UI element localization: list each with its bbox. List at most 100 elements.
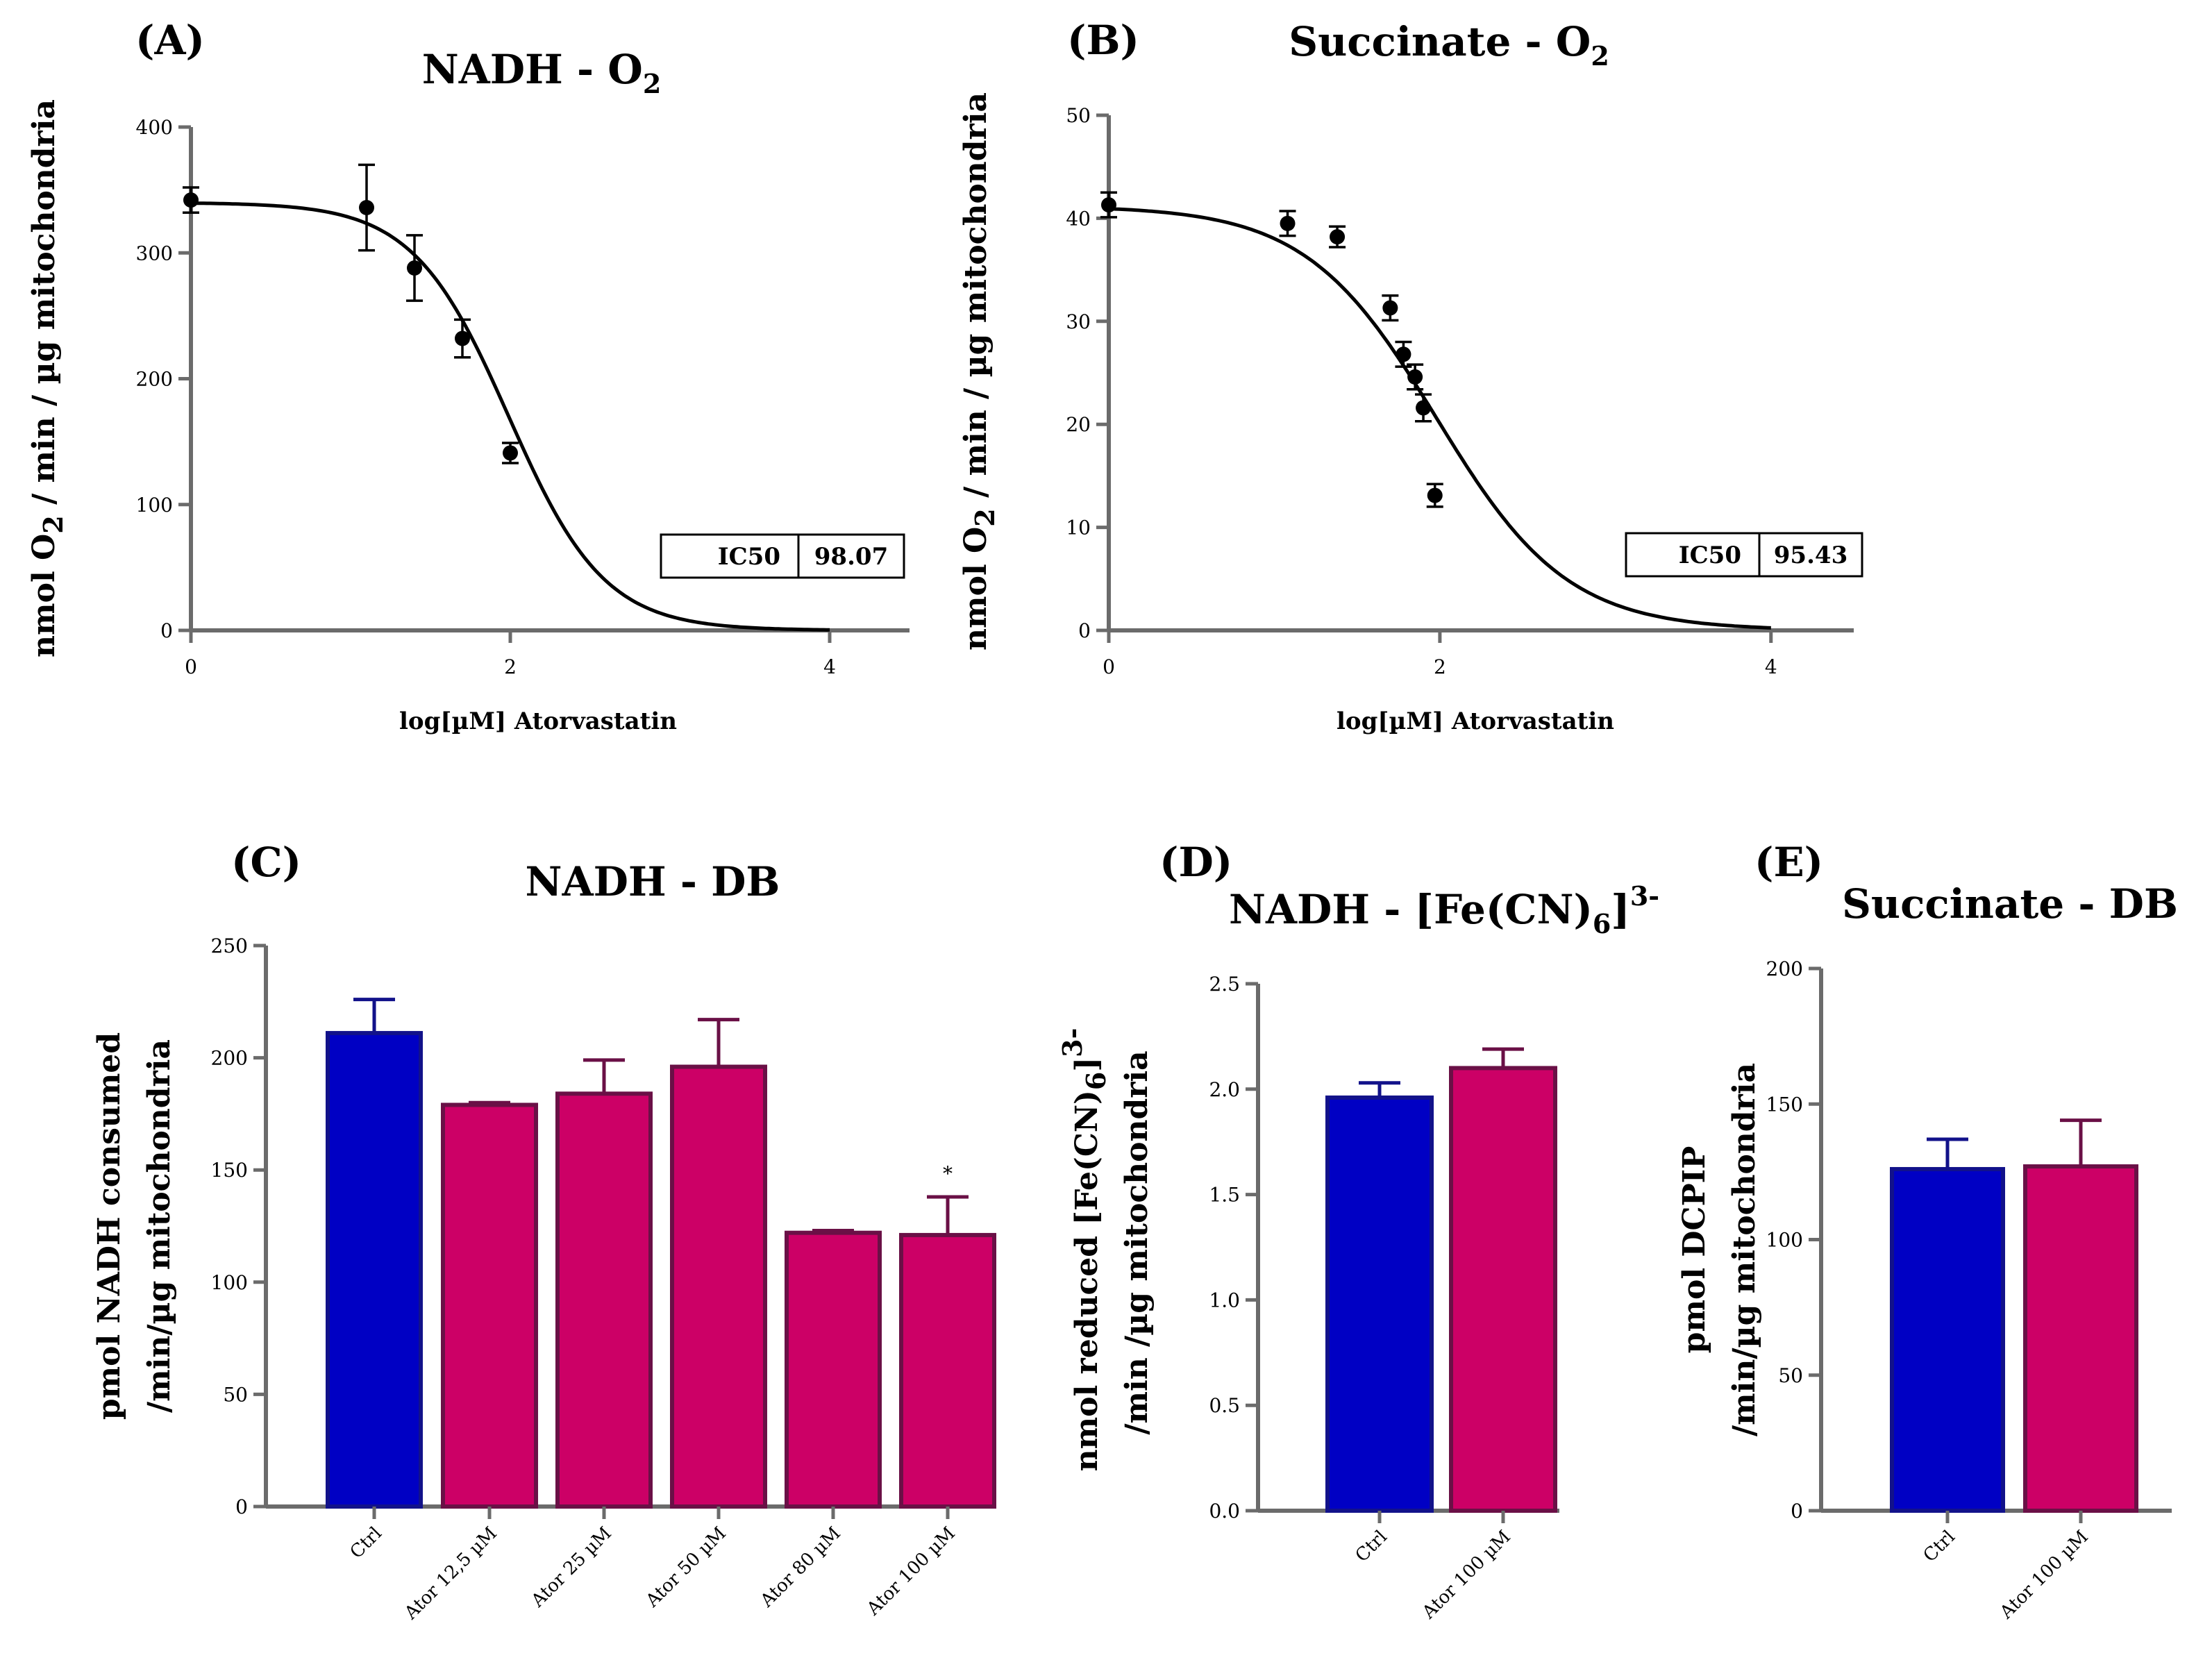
panel-e-label: (E) [1754,839,1823,886]
panel-a-ic50-label: IC50 [718,543,780,571]
panel-a-data-point [183,192,199,208]
chart-c: (C) 0 50 100 150 200 250 Ctrl Ator 12,5 µM Ator 2… [92,839,996,1625]
panel-c-significance-mark: * [943,1162,953,1185]
chart-b: (B) Succinate - O2 nmol O2 / min / µg mito… [958,17,1863,735]
panel-a-y-tick-label: 200 [136,368,173,391]
panel-e-y-tick-label: 100 [1766,1229,1803,1252]
panel-c-category-label: Ator 80 µM [756,1523,845,1612]
panel-a-y-tick-label: 100 [136,494,173,517]
panel-e-y-tick-label: 0 [1791,1500,1803,1523]
panel-e-category-label: Ctrl [1920,1527,1959,1566]
panel-a-y-axis-label: nmol O2 / min / µg mitochondria [26,99,69,657]
panel-a-x-tick-label: 2 [504,655,517,678]
chart-d: (D) 0.0 0.5 1.0 1.5 2.0 2.5 Ctrl Ator 100 µM NADH… [1057,839,1659,1623]
panel-a-x-tick-label: 4 [823,655,836,678]
chart-a: (A) NADH - O2 nmol O2 / min / µg mitochond… [26,17,910,735]
panel-b-x-axis-label: log[µM] Atorvastatin [1337,707,1614,735]
panel-a-title: NADH - O2 [422,46,662,99]
panel-d-y-tick-label: 1.0 [1209,1289,1240,1311]
panel-c-category-label: Ator 12,5 µM [400,1523,501,1625]
panel-e-y-axis-label: pmol DCPIP/min/µg mitochondria [1677,1063,1762,1436]
panel-b-data-point [1396,346,1411,362]
panel-c-y-tick-label: 50 [223,1383,248,1406]
panel-c-category-label: Ator 50 µM [642,1523,730,1612]
panel-e-bar [2023,1164,2138,1513]
panel-b-data-point [1407,369,1423,385]
panel-a-x-tick-label: 0 [185,655,197,678]
panel-c-bar [326,1031,423,1509]
panel-b-data-point [1101,197,1116,213]
panel-a-x-axis-label: log[µM] Atorvastatin [399,707,677,735]
panel-c-y-tick-label: 150 [211,1159,248,1182]
panel-b-data-point [1330,229,1346,245]
panel-a-data-point [359,200,374,215]
panel-b-ic50-label-cell [1625,532,1761,578]
panel-a-data-point [407,260,422,276]
panel-e-category-label: Ator 100 µM [1995,1527,2093,1624]
panel-a-y-tick-label: 300 [136,242,173,265]
panel-a-y-tick-label: 400 [136,116,173,139]
panel-c-title: NADH - DB [526,858,780,905]
panel-c-label: (C) [231,839,301,886]
panel-b-fit-curve [1108,207,1771,630]
panel-d-y-tick-label: 0.0 [1209,1500,1240,1523]
panel-d-y-tick-label: 0.5 [1209,1394,1240,1417]
panel-a-ic50-value-cell [797,533,905,579]
panel-b-data-point [1382,300,1398,316]
panel-c-y-tick-label: 100 [211,1271,248,1294]
panel-c-y-tick-label: 0 [235,1495,248,1518]
panel-b-ic50-label: IC50 [1679,542,1741,569]
panel-d-y-axis-label-line1: nmol reduced [Fe(CN)6]3- [1057,1028,1112,1472]
panel-d-bar [1449,1066,1557,1513]
panel-d-category-label: Ator 100 µM [1418,1527,1515,1624]
panel-d-bar [1325,1095,1434,1513]
panel-d-y-axis-label-line2: /min /µg mitochondria [1119,1050,1155,1434]
panel-b-y-tick-label: 0 [1078,619,1091,642]
panel-b-y-axis-label: nmol O2 / min / µg mitochondria [958,92,1000,651]
panel-d-y-tick-label: 2.0 [1209,1078,1240,1101]
panel-c-category-label: Ator 25 µM [527,1523,616,1612]
panel-c-bar [670,1064,767,1509]
panel-b-x-tick-label: 4 [1765,655,1777,678]
panel-b-label: (B) [1067,17,1139,64]
panel-a-ic50-value: 98.07 [814,543,888,571]
panel-b-y-tick-label: 50 [1066,104,1091,127]
panel-b-y-tick-label: 20 [1066,413,1091,436]
panel-e-bar [1890,1166,2005,1513]
panel-a-ic50-label-cell [660,533,800,579]
panel-d-y-tick-label: 2.5 [1209,973,1240,996]
panel-b-data-point [1427,487,1443,503]
panel-c-bar [785,1230,882,1509]
panel-c-y-tick-label: 200 [211,1047,248,1070]
panel-b-x-tick-label: 0 [1103,655,1115,678]
panel-c-category-label: Ctrl [346,1523,386,1563]
panel-b-data-point [1416,400,1432,416]
panel-c-category-label: Ator 100 µM [862,1523,960,1620]
panel-d-y-tick-label: 1.5 [1209,1184,1240,1207]
panel-e-title: Succinate - DB [1842,880,2178,928]
panel-a-label: (A) [135,17,205,64]
panel-b-ic50-value-cell [1758,532,1863,578]
panel-b-y-tick-label: 40 [1066,207,1091,230]
panel-b-y-tick-label: 10 [1066,517,1091,539]
chart-e: (E) 0 50 100 150 200 Ctrl Ator 100 µM Succinate … [1677,839,2178,1623]
panel-d-category-label: Ctrl [1352,1527,1391,1566]
panel-e-y-tick-label: 150 [1766,1093,1803,1116]
panel-d-label: (D) [1159,839,1232,886]
panel-a-y-tick-label: 0 [160,619,173,642]
panel-d-title: NADH - [Fe(CN)6]3- [1229,880,1659,939]
panel-c-y-axis-label: pmol NADH consumed/min/µg mitochondria [92,1032,177,1420]
panel-a-fit-curve [191,201,830,632]
panel-a-data-point [455,330,470,346]
panel-b-ic50-value: 95.43 [1774,542,1847,569]
panel-a-data-point [503,445,518,461]
panel-c-bar [899,1232,996,1509]
panel-c-bar [441,1102,538,1509]
panel-b-y-tick-label: 30 [1066,310,1091,333]
panel-c-bar [555,1091,653,1509]
panel-b-title: Succinate - O2 [1289,18,1609,72]
panel-e-y-tick-label: 200 [1766,957,1803,980]
panel-e-y-tick-label: 50 [1778,1364,1803,1387]
panel-c-y-tick-label: 250 [211,934,248,957]
